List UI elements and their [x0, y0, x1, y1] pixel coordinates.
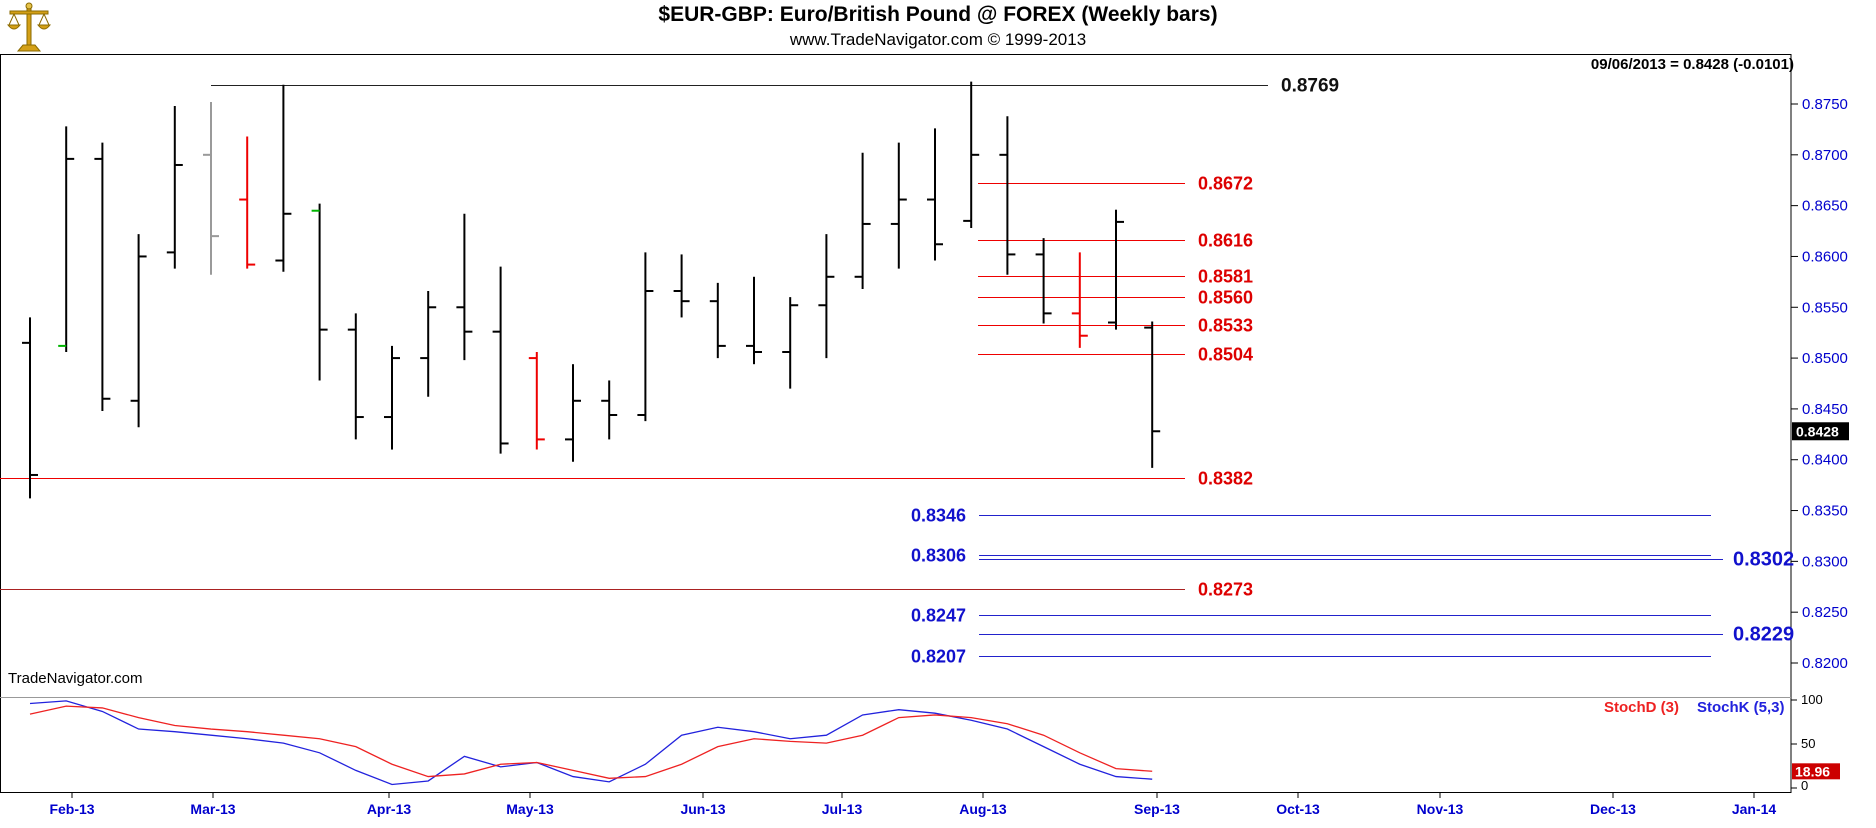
price-tick-label: 0.8450 [1802, 401, 1848, 418]
price-level-label: 0.8207 [911, 647, 966, 667]
month-label[interactable]: Sep-13 [1134, 801, 1180, 817]
price-level-label: 0.8769 [1281, 76, 1339, 97]
price-tick-label: 0.8700 [1802, 147, 1848, 164]
month-label[interactable]: May-13 [506, 801, 554, 817]
price-tick-label: 0.8300 [1802, 553, 1848, 570]
stochk-line [29, 700, 1153, 786]
price-level-label: 0.8229 [1733, 624, 1794, 646]
price-level-label: 0.8306 [911, 546, 966, 566]
price-level-label: 0.8533 [1198, 316, 1253, 336]
month-label[interactable]: Nov-13 [1417, 801, 1464, 817]
chart-watermark: TradeNavigator.com [8, 670, 143, 687]
price-level-label: 0.8581 [1198, 267, 1253, 287]
chart-frame [0, 54, 1792, 793]
page-title: $EUR-GBP: Euro/British Pound @ FOREX (We… [658, 3, 1218, 26]
price-level-label: 0.8302 [1733, 549, 1794, 571]
price-tick-label: 0.8550 [1802, 299, 1848, 316]
price-tick-label: 0.8200 [1802, 655, 1848, 672]
last-price-badge-text: 0.8428 [1796, 423, 1839, 439]
month-label[interactable]: Mar-13 [190, 801, 235, 817]
month-label[interactable]: Oct-13 [1276, 801, 1320, 817]
tradenavigator-logo [6, 2, 52, 52]
price-tick-label: 0.8350 [1802, 503, 1848, 520]
month-label[interactable]: Dec-13 [1590, 801, 1636, 817]
page-subtitle: www.TradeNavigator.com © 1999-2013 [789, 30, 1087, 49]
price-level-label: 0.8382 [1198, 469, 1253, 489]
stoch-scale-label: 0 [1801, 778, 1808, 793]
price-level-label: 0.8247 [911, 606, 966, 626]
price-level-label: 0.8672 [1198, 174, 1253, 194]
stoch-scale-label: 50 [1801, 736, 1815, 751]
last-price-badge [1792, 422, 1849, 441]
month-label[interactable]: Aug-13 [959, 801, 1007, 817]
last-quote-readout: 09/06/2013 = 0.8428 (-0.0101) [1590, 56, 1794, 73]
stochd-line [29, 705, 1153, 779]
price-level-label: 0.8616 [1198, 231, 1253, 251]
price-level-label: 0.8504 [1198, 345, 1253, 365]
month-label[interactable]: Apr-13 [367, 801, 412, 817]
month-label[interactable]: Jul-13 [822, 801, 863, 817]
month-label[interactable]: Jan-14 [1732, 801, 1777, 817]
stochk-legend-label: StochK (5,3) [1697, 699, 1785, 716]
price-tick-label: 0.8750 [1802, 96, 1848, 113]
price-tick-label: 0.8600 [1802, 248, 1848, 265]
price-level-label: 0.8346 [911, 506, 966, 526]
stoch-scale-label: 100 [1801, 692, 1823, 707]
price-tick-label: 0.8400 [1802, 452, 1848, 469]
price-level-label: 0.8560 [1198, 288, 1253, 308]
price-tick-label: 0.8250 [1802, 604, 1848, 621]
price-level-label: 0.8273 [1198, 580, 1253, 600]
stochd-legend-label: StochD (3) [1604, 699, 1679, 716]
month-label[interactable]: Feb-13 [49, 801, 94, 817]
price-tick-label: 0.8650 [1802, 198, 1848, 215]
stoch-value-badge-text: 18.96 [1795, 763, 1830, 779]
stoch-value-badge [1792, 763, 1840, 780]
month-label[interactable]: Jun-13 [680, 801, 725, 817]
price-tick-label: 0.8500 [1802, 350, 1848, 367]
